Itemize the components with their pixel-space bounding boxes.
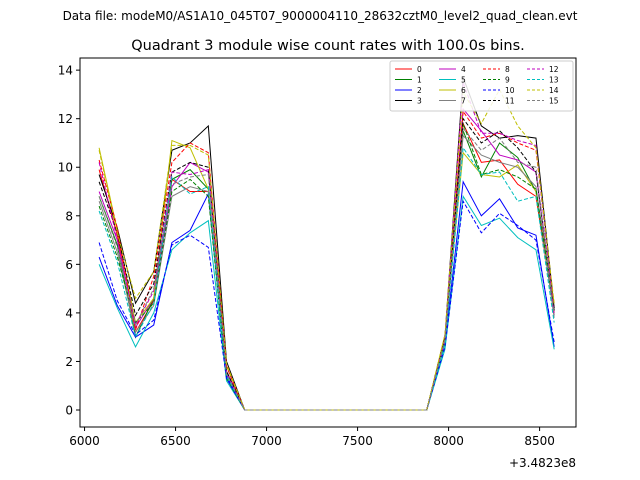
x-tick-label: 8000 [433, 434, 464, 448]
y-tick-label: 12 [58, 112, 73, 126]
legend-label-11: 11 [505, 96, 515, 105]
chart-suptitle: Data file: modeM0/AS1A10_045T07_90000041… [63, 9, 578, 23]
legend-box [389, 60, 574, 112]
x-tick-label: 8500 [524, 434, 555, 448]
legend-label-13: 13 [549, 75, 559, 84]
x-offset-label: +3.4823e8 [509, 456, 576, 470]
legend-label-2: 2 [417, 86, 422, 95]
legend-label-12: 12 [549, 65, 559, 74]
legend-label-5: 5 [461, 75, 466, 84]
y-axis: 0 2 4 6 8 10 12 14 [58, 64, 80, 418]
y-tick-label: 8 [65, 209, 73, 223]
legend-label-14: 14 [549, 86, 559, 95]
series-line-13 [98, 146, 555, 411]
plot-frame [79, 57, 577, 428]
y-tick-label: 10 [58, 161, 73, 175]
series-line-15 [98, 127, 555, 411]
y-tick-label: 14 [58, 64, 73, 78]
x-tick-label: 7000 [251, 434, 282, 448]
legend-label-4: 4 [461, 65, 466, 74]
x-tick-label: 7500 [342, 434, 373, 448]
series-line-8 [98, 109, 555, 411]
series-layer [98, 77, 555, 411]
legend-label-10: 10 [505, 86, 515, 95]
legend-label-7: 7 [461, 96, 466, 105]
legend-label-15: 15 [549, 96, 559, 105]
y-tick-label: 0 [65, 404, 73, 418]
legend-label-8: 8 [505, 65, 510, 74]
x-tick-label: 6500 [160, 434, 191, 448]
legend-label-6: 6 [461, 86, 466, 95]
legend-label-9: 9 [505, 75, 510, 84]
series-line-9 [98, 123, 555, 411]
legend-label-1: 1 [417, 75, 422, 84]
legend-label-0: 0 [417, 65, 422, 74]
x-tick-label: 6000 [69, 434, 100, 448]
y-tick-label: 4 [65, 306, 73, 320]
y-tick-label: 2 [65, 355, 73, 369]
chart-title: Quadrant 3 module wise count rates with … [131, 38, 525, 54]
y-tick-label: 6 [65, 258, 73, 272]
legend-label-3: 3 [417, 96, 422, 105]
series-line-14 [98, 88, 555, 411]
x-axis: 6000 6500 7000 7500 8000 8500 [69, 427, 555, 448]
